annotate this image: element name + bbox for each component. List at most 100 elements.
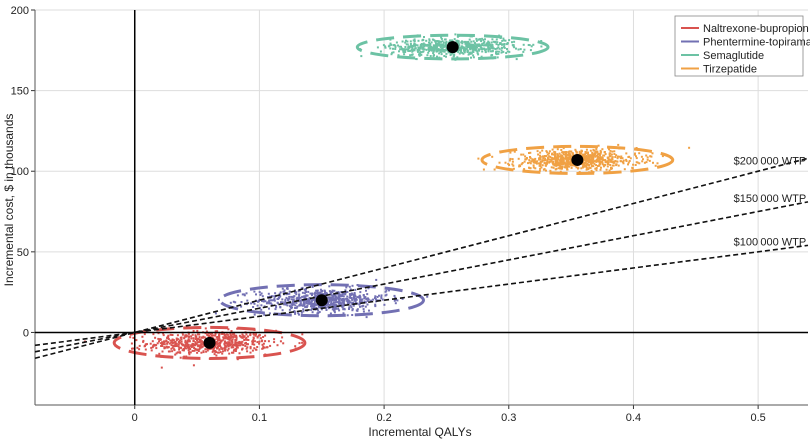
scatter-point [457,40,460,43]
scatter-point [413,49,416,52]
scatter-point [441,40,444,43]
scatter-point [268,312,271,315]
scatter-point [460,41,463,44]
scatter-point [436,42,439,45]
scatter-point [264,300,267,303]
scatter-point [351,284,354,287]
scatter-point [354,288,357,291]
mean-point [446,41,459,54]
scatter-point [306,302,309,305]
scatter-point [246,338,249,341]
scatter-point [370,299,373,302]
scatter-point [244,345,247,347]
scatter-point [196,348,199,351]
scatter-point [174,342,177,345]
scatter-point [401,47,403,50]
scatter-point [273,299,276,302]
scatter-point [578,152,581,155]
scatter-point [331,295,334,297]
scatter-point [596,156,599,159]
scatter-point [574,148,577,151]
scatter-point [549,169,552,172]
scatter-point [480,55,483,58]
scatter-point [512,45,515,48]
scatter-point [590,154,593,157]
scatter-point [431,46,434,49]
scatter-point [444,49,447,52]
scatter-point [550,166,553,169]
scatter-point [420,53,423,56]
scatter-point [144,345,146,347]
scatter-point [206,349,209,352]
scatter-point [175,337,178,340]
scatter-point [416,44,419,47]
scatter-point [301,333,304,336]
scatter-point [264,334,267,337]
scatter-point [600,166,602,169]
scatter-point [539,158,542,161]
scatter-point [527,44,530,46]
scatter-point [394,298,397,301]
scatter-point [564,162,567,165]
scatter-point [429,48,432,51]
scatter-point [163,346,166,349]
scatter-point [328,290,331,293]
scatter-point [425,44,428,47]
scatter-point [311,292,314,295]
scatter-point [330,303,332,306]
scatter-point [342,312,345,315]
scatter-point [564,156,567,159]
scatter-point [604,153,607,155]
scatter-point [325,292,327,295]
scatter-point [218,348,221,351]
scatter-point [614,156,617,158]
scatter-point [565,151,568,153]
scatter-point [308,302,311,305]
scatter-point [241,343,244,346]
scatter-point [417,48,420,50]
scatter-point [240,301,243,303]
scatter-point [311,302,314,305]
scatter-point [534,167,537,170]
scatter-point [586,162,589,165]
scatter-point [469,51,472,54]
scatter-point [296,305,299,308]
scatter-point [503,43,506,46]
scatter-point [234,301,237,304]
scatter-point [414,43,417,46]
scatter-point [186,341,189,344]
scatter-point [262,342,265,345]
scatter-point [324,305,327,307]
scatter-point [587,168,590,171]
scatter-point [230,330,233,332]
scatter-point [197,333,199,336]
scatter-point [326,303,329,305]
scatter-point [221,333,224,335]
scatter-point [582,155,585,158]
scatter-point [151,340,154,343]
scatter-point [538,169,541,172]
scatter-point [364,296,367,299]
scatter-point [566,168,569,171]
scatter-point [216,330,219,333]
scatter-point [273,297,276,300]
scatter-point [257,334,260,337]
scatter-point [227,338,230,341]
scatter-point [224,349,226,352]
scatter-point [463,47,466,50]
scatter-point [233,333,236,336]
scatter-point [177,343,180,346]
scatter-point [328,285,331,288]
scatter-point [157,332,160,335]
scatter-point [245,347,248,350]
scatter-point [479,44,482,47]
scatter-point [294,307,297,309]
scatter-point [358,301,361,303]
scatter-point [375,300,378,303]
scatter-point [141,335,144,338]
scatter-point [249,333,252,336]
scatter-point [234,335,237,338]
scatter-point [302,308,305,311]
scatter-point [244,338,247,340]
scatter-point [341,293,344,296]
